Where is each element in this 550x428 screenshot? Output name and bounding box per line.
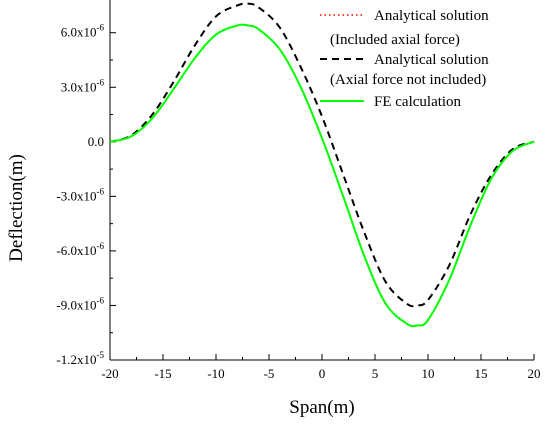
y-tick-label: -9.0x10-6 [56,295,104,312]
series-layer [109,2,535,328]
legend-label-1: Analytical solution [374,8,489,24]
x-tick-label: 5 [372,366,379,381]
y-tick-label: 0.0 [88,134,104,149]
legend-label-2: Analytical solution [374,52,489,68]
series-line-1 [109,23,535,327]
x-tick-label: 10 [422,366,435,381]
legend-label-3: FE calculation [374,94,462,110]
x-tick-label: 0 [319,366,326,381]
x-axis-title: Span(m) [289,397,354,418]
series-line-2 [109,2,535,308]
x-axis: -20 -15 -10 -5 0 5 10 15 20 [101,354,541,381]
x-tick-label: 20 [528,366,541,381]
y-tick-label: -3.0x10-6 [56,186,104,203]
y-tick-label: 6.0x10-6 [61,23,105,40]
y-tick-label: -6.0x10-6 [56,241,104,258]
x-tick-label: -20 [101,366,118,381]
x-tick-label: -5 [264,366,275,381]
y-axis-title: Deflection(m) [6,154,27,262]
x-tick-label: -10 [207,366,224,381]
legend-label-2-line2: (Axial force not included) [330,72,486,88]
x-tick-label: 15 [475,366,488,381]
y-tick-label: 3.0x10-6 [61,77,105,94]
x-tick-label: -15 [154,366,171,381]
legend: Analytical solution (Included axial force… [320,8,489,110]
y-axis: 6.0x10-6 3.0x10-6 0.0 -3.0x10-6 -6.0x10-6 -9.… [56,23,116,367]
legend-label-1-line2: (Included axial force) [330,32,460,48]
y-tick-label: -1.2x10-5 [56,350,104,367]
series-line-3 [109,23,535,328]
